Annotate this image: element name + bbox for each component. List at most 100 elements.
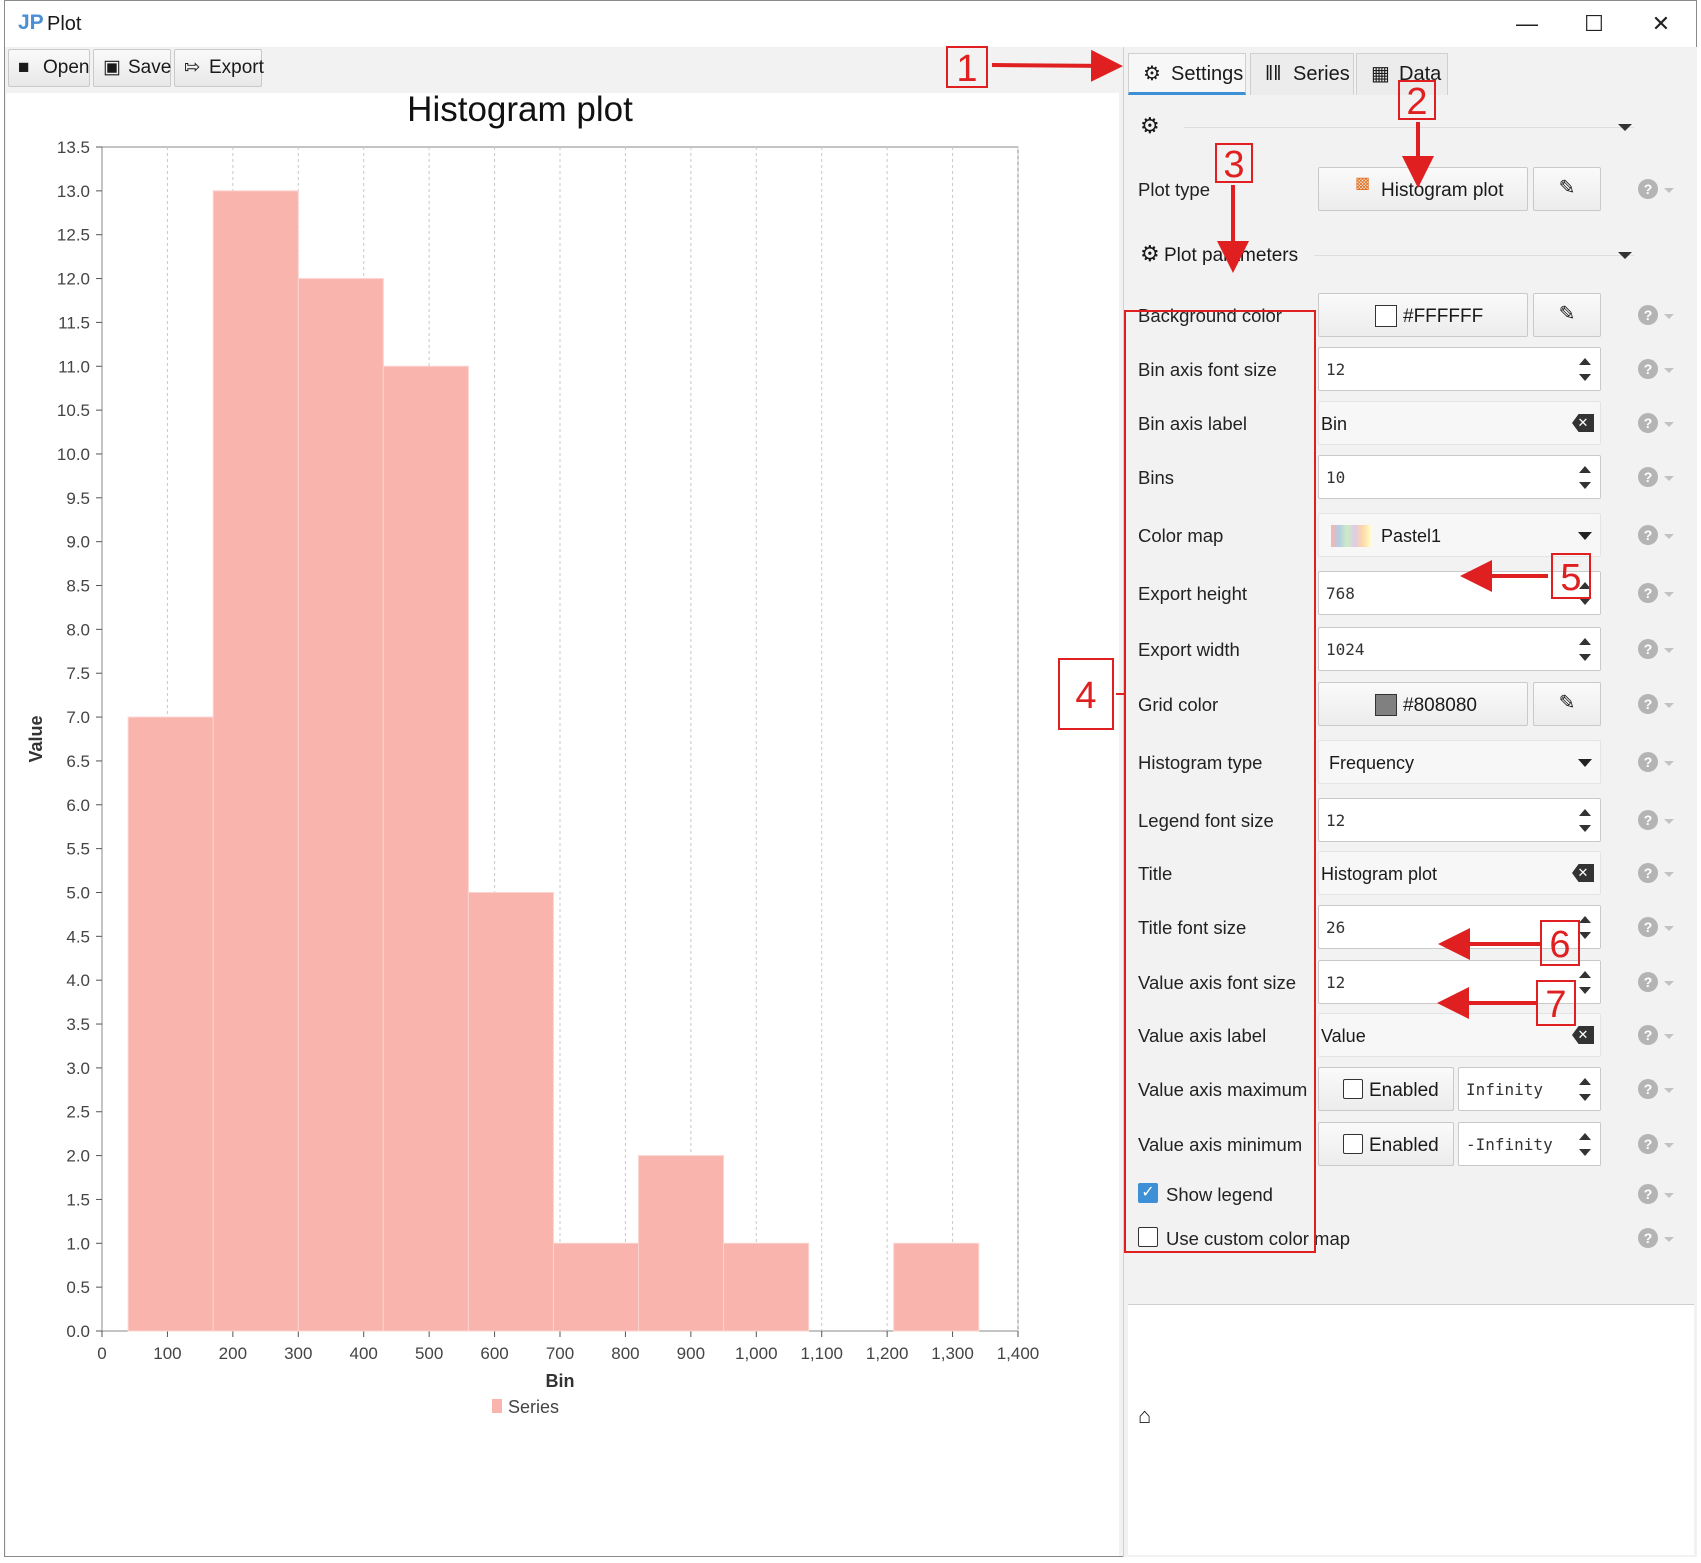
bins-stepper[interactable] [1574, 460, 1596, 494]
help-chevron-icon[interactable] [1664, 1143, 1674, 1148]
help-chevron-icon[interactable] [1664, 314, 1674, 319]
help-icon[interactable]: ? [1638, 413, 1658, 433]
value-axis-minimum-stepper[interactable] [1574, 1127, 1596, 1161]
value-axis-label-clear-icon[interactable]: ✕ [1572, 1026, 1594, 1044]
spin-down-icon[interactable] [1579, 654, 1591, 661]
grid-color-color-button[interactable]: #808080 [1318, 682, 1528, 726]
spin-up-icon[interactable] [1579, 916, 1591, 923]
open-button[interactable]: ■ Open [8, 49, 90, 87]
show-legend-checkbox[interactable]: ✓ [1138, 1183, 1158, 1203]
help-chevron-icon[interactable] [1664, 872, 1674, 877]
spin-up-icon[interactable] [1579, 582, 1591, 589]
export-button[interactable]: ⇰ Export [174, 49, 264, 87]
value-axis-maximum-stepper[interactable] [1574, 1072, 1596, 1106]
help-chevron-icon[interactable] [1664, 926, 1674, 931]
legend-font-size-stepper[interactable] [1574, 803, 1596, 837]
help-chevron-icon[interactable] [1664, 819, 1674, 824]
help-icon[interactable]: ? [1638, 583, 1658, 603]
help-icon[interactable]: ? [1638, 1025, 1658, 1045]
spin-up-icon[interactable] [1579, 1078, 1591, 1085]
close-button[interactable]: ✕ [1651, 11, 1671, 36]
value-axis-maximum-spinner[interactable]: Infinity [1458, 1067, 1601, 1111]
spin-down-icon[interactable] [1579, 1149, 1591, 1156]
home-icon[interactable]: ⌂ [1138, 1403, 1152, 1428]
bin-axis-label-input[interactable]: Bin ✕ [1318, 401, 1601, 445]
histogram-type-dropdown[interactable]: Frequency [1318, 740, 1601, 784]
bin-axis-label-clear-icon[interactable]: ✕ [1572, 414, 1594, 432]
help-chevron-icon[interactable] [1664, 476, 1674, 481]
spin-down-icon[interactable] [1579, 987, 1591, 994]
spin-down-icon[interactable] [1579, 598, 1591, 605]
grid-color-edit-button[interactable]: ✎ [1533, 682, 1601, 726]
spin-down-icon[interactable] [1579, 932, 1591, 939]
tab-data[interactable]: ▦ Data [1356, 53, 1448, 95]
plot-type-button[interactable]: ▩ Histogram plot [1318, 167, 1528, 211]
title-input[interactable]: Histogram plot ✕ [1318, 851, 1601, 895]
help-chevron-icon[interactable] [1664, 422, 1674, 427]
help-icon[interactable]: ? [1638, 863, 1658, 883]
help-chevron-icon[interactable] [1664, 648, 1674, 653]
plot-type-edit-button[interactable]: ✎ [1533, 167, 1601, 211]
help-chevron-icon[interactable] [1664, 981, 1674, 986]
help-icon[interactable]: ? [1638, 1134, 1658, 1154]
help-icon[interactable]: ? [1638, 179, 1658, 199]
bins-spinner[interactable]: 10 [1318, 455, 1601, 499]
help-chevron-icon[interactable] [1664, 1088, 1674, 1093]
help-icon[interactable]: ? [1638, 917, 1658, 937]
spin-up-icon[interactable] [1579, 358, 1591, 365]
help-icon[interactable]: ? [1638, 1228, 1658, 1248]
maximize-button[interactable]: ☐ [1584, 11, 1604, 36]
help-icon[interactable]: ? [1638, 1079, 1658, 1099]
save-button[interactable]: ▣ Save [93, 49, 171, 87]
help-chevron-icon[interactable] [1664, 592, 1674, 597]
chevron-down-icon[interactable] [1578, 532, 1592, 540]
minimize-button[interactable]: — [1516, 11, 1538, 36]
legend-font-size-spinner[interactable]: 12 [1318, 798, 1601, 842]
help-icon[interactable]: ? [1638, 359, 1658, 379]
bin-axis-font-size-spinner[interactable]: 12 [1318, 347, 1601, 391]
export-width-stepper[interactable] [1574, 632, 1596, 666]
export-width-spinner[interactable]: 1024 [1318, 627, 1601, 671]
help-chevron-icon[interactable] [1664, 1034, 1674, 1039]
value-axis-maximum-checkbox[interactable] [1343, 1079, 1363, 1099]
spin-down-icon[interactable] [1579, 482, 1591, 489]
export-height-spinner[interactable]: 768 [1318, 571, 1601, 615]
background-color-color-button[interactable]: #FFFFFF [1318, 293, 1528, 337]
help-chevron-icon[interactable] [1664, 188, 1674, 193]
help-chevron-icon[interactable] [1664, 703, 1674, 708]
tab-settings[interactable]: ⚙ Settings [1128, 53, 1246, 95]
help-icon[interactable]: ? [1638, 752, 1658, 772]
tab-series[interactable]: ‖‖ Series [1250, 53, 1354, 95]
plot-parameters-section-header[interactable]: ⚙ Plot parameters [1140, 237, 1298, 271]
help-icon[interactable]: ? [1638, 694, 1658, 714]
value-axis-label-input[interactable]: Value ✕ [1318, 1013, 1601, 1057]
use-custom-color-map-checkbox[interactable] [1138, 1227, 1158, 1247]
help-icon[interactable]: ? [1638, 639, 1658, 659]
spin-up-icon[interactable] [1579, 1133, 1591, 1140]
help-icon[interactable]: ? [1638, 810, 1658, 830]
color-map-dropdown[interactable]: Pastel1 [1318, 513, 1601, 557]
chevron-down-icon[interactable] [1618, 124, 1632, 131]
spin-up-icon[interactable] [1579, 638, 1591, 645]
spin-up-icon[interactable] [1579, 466, 1591, 473]
value-axis-font-size-stepper[interactable] [1574, 965, 1596, 999]
value-axis-minimum-spinner[interactable]: -Infinity [1458, 1122, 1601, 1166]
export-height-stepper[interactable] [1574, 576, 1596, 610]
background-color-edit-button[interactable]: ✎ [1533, 293, 1601, 337]
value-axis-maximum-enabled-toggle[interactable]: Enabled [1318, 1067, 1454, 1111]
bin-axis-font-size-stepper[interactable] [1574, 352, 1596, 386]
value-axis-minimum-checkbox[interactable] [1343, 1134, 1363, 1154]
help-icon[interactable]: ? [1638, 525, 1658, 545]
spin-up-icon[interactable] [1579, 971, 1591, 978]
help-icon[interactable]: ? [1638, 467, 1658, 487]
help-chevron-icon[interactable] [1664, 1237, 1674, 1242]
chevron-down-icon[interactable] [1618, 252, 1632, 259]
spin-down-icon[interactable] [1579, 825, 1591, 832]
spin-down-icon[interactable] [1579, 1094, 1591, 1101]
help-icon[interactable]: ? [1638, 305, 1658, 325]
help-chevron-icon[interactable] [1664, 761, 1674, 766]
help-icon[interactable]: ? [1638, 1184, 1658, 1204]
general-section-header[interactable]: ⚙ [1140, 109, 1164, 143]
help-chevron-icon[interactable] [1664, 534, 1674, 539]
help-icon[interactable]: ? [1638, 972, 1658, 992]
